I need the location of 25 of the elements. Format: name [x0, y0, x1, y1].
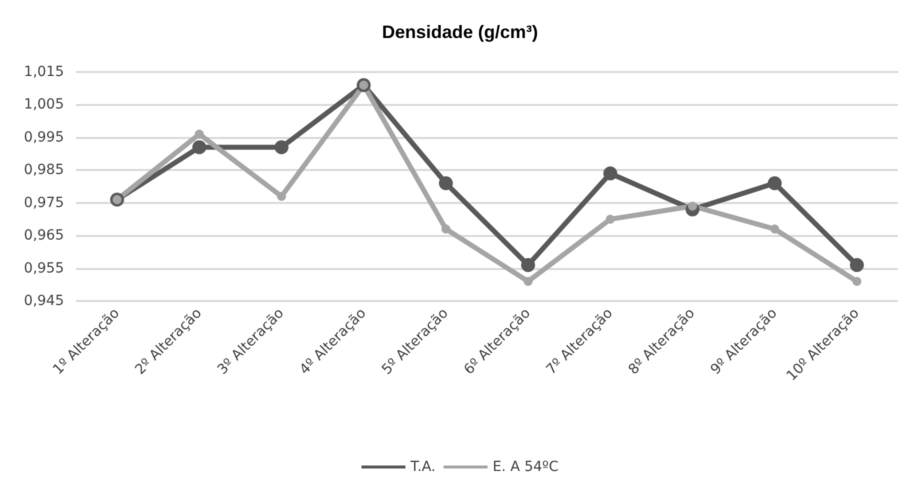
point — [852, 276, 862, 286]
y-tick-label: 0,985 — [24, 162, 64, 178]
y-tick-label: 0,995 — [24, 129, 64, 146]
point — [438, 176, 453, 190]
y-tick-label: 1,005 — [24, 96, 64, 113]
point — [770, 224, 780, 234]
point — [277, 192, 286, 201]
y-tick-label: 0,975 — [24, 194, 64, 211]
y-tick-label: 0,955 — [24, 260, 64, 276]
y-tick-label: 0,965 — [24, 228, 64, 244]
point — [524, 276, 533, 286]
point — [521, 258, 536, 272]
legend-label: T.A. — [409, 459, 436, 475]
point — [606, 214, 615, 224]
point — [194, 130, 204, 139]
legend-label: E. A 54ºC — [492, 459, 559, 475]
point — [603, 166, 618, 180]
point — [274, 140, 288, 154]
point — [850, 258, 864, 272]
chart-title: Densidade (g/cm³) — [382, 22, 538, 42]
y-tick-label: 1,015 — [24, 64, 64, 80]
point — [441, 224, 450, 234]
point — [768, 176, 782, 190]
y-tick-label: 0,945 — [24, 293, 64, 309]
point — [192, 140, 206, 154]
